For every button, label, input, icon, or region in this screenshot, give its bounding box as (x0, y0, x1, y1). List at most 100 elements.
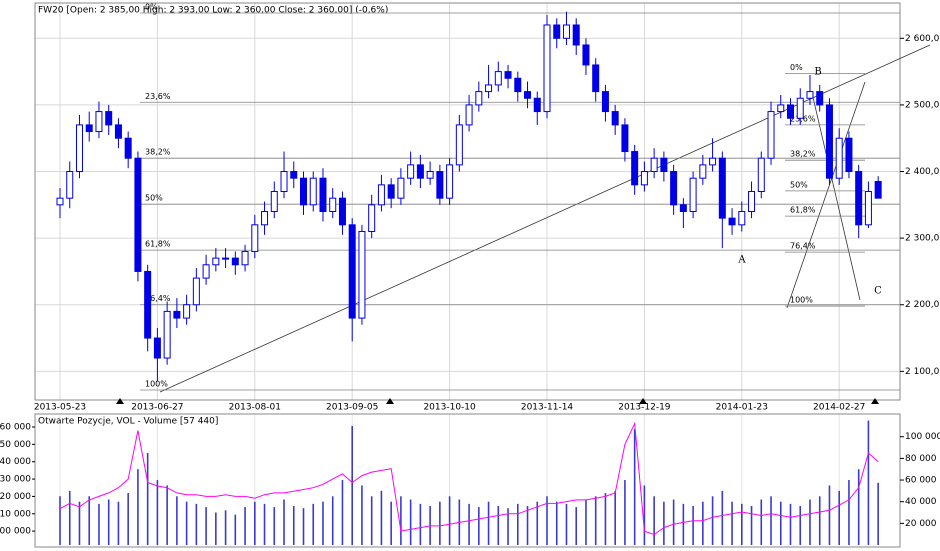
fib-label: 76,4% (145, 294, 171, 303)
candle-body (709, 157, 717, 166)
candle-body (436, 171, 444, 199)
open-interest-line (59, 421, 879, 536)
candle-body (455, 124, 463, 166)
y2-tick-label: 60 000 (905, 476, 937, 486)
y-tick-label: 110 000 (0, 509, 31, 519)
candle-body (212, 257, 220, 266)
candle-body (241, 250, 249, 266)
candle-body (475, 91, 483, 106)
candle-body (251, 224, 259, 252)
candle-body (514, 77, 522, 93)
candle-body (368, 204, 376, 232)
candle-body (767, 111, 775, 159)
fib-label: 23,6% (145, 92, 171, 101)
fib-label: 100% (790, 296, 813, 305)
candle-body (504, 71, 512, 79)
fib-label: 23,6% (790, 114, 816, 123)
y2-tick-label: 100 000 (905, 432, 940, 442)
candle-body (718, 157, 726, 219)
candle-body (319, 177, 327, 212)
y-tick-label: 2 300,0 (905, 234, 940, 244)
candle-body (75, 124, 83, 173)
candle-body (660, 157, 668, 173)
fib-label: 0% (790, 63, 803, 72)
candle-body (553, 24, 561, 39)
candle-body (407, 164, 415, 179)
fib-label: 50% (790, 180, 808, 189)
x-tick-label: 2013-11-14 (521, 403, 574, 413)
candle-body (202, 264, 210, 279)
candle-body (183, 304, 191, 319)
candle-body (728, 217, 736, 226)
candle-body (806, 91, 814, 99)
candle-body (66, 171, 74, 199)
fib-label: 61,8% (145, 240, 171, 249)
candle-body (572, 24, 580, 46)
y-tick-label: 2 400,0 (905, 167, 940, 177)
candle-body (231, 257, 239, 266)
candle-body (56, 197, 64, 206)
x-tick-label: 2013-12-19 (618, 403, 671, 413)
candle-body (582, 44, 590, 66)
candle-body (650, 157, 658, 173)
candle-body (631, 151, 639, 186)
candle-body (816, 91, 824, 106)
y-tick-label: 100 000 (0, 527, 31, 537)
candle-body (348, 224, 356, 319)
candle-body (358, 230, 366, 319)
candle-body (192, 277, 200, 306)
y-tick-label: 150 000 (0, 440, 31, 450)
candle-body (144, 270, 152, 339)
fib-label: 38,2% (790, 150, 816, 159)
candle-body (543, 24, 551, 113)
marker (116, 398, 124, 404)
candle-body (173, 310, 181, 319)
candle-body (153, 337, 161, 359)
wave-line (786, 81, 866, 309)
wave-label: B (814, 67, 821, 78)
candle-body (85, 124, 93, 133)
candle-body (796, 97, 804, 119)
y-tick-label: 140 000 (0, 457, 31, 467)
candle-body (280, 171, 288, 193)
candle-body (300, 177, 307, 206)
candle-body (679, 204, 687, 212)
candle-body (601, 91, 609, 113)
candle-body (134, 157, 142, 272)
y-tick-label: 120 000 (0, 492, 31, 502)
fib-label: 100% (145, 380, 168, 389)
x-tick-label: 2013-09-05 (326, 403, 378, 413)
candle-body (416, 164, 424, 179)
y-tick-label: 130 000 (0, 475, 31, 485)
candle-body (446, 164, 454, 199)
y-tick-label: 2 500,0 (905, 100, 940, 110)
candle-body (338, 197, 346, 226)
candle-body (222, 257, 230, 260)
panel-title: Otwarte Pozycje, VOL - Volume [57 440] (38, 417, 218, 427)
candle-body (261, 210, 269, 226)
candle-body (835, 137, 843, 179)
y-tick-label: 2 100,0 (905, 367, 940, 377)
candle-body (290, 171, 298, 179)
candle-body (397, 177, 405, 199)
y2-tick-label: 80 000 (905, 454, 937, 464)
candle-body (270, 191, 278, 212)
y-tick-label: 2 600,0 (905, 34, 940, 44)
wave-line (811, 92, 861, 301)
chart-title: FW20 [Open: 2 385,00 High: 2 393,00 Low:… (38, 6, 388, 16)
candle-body (748, 191, 756, 212)
candle-body (611, 111, 619, 126)
marker (871, 398, 879, 404)
fib-label: 61,8% (790, 206, 816, 215)
candle-body (689, 177, 697, 212)
y2-tick-label: 20 000 (905, 519, 937, 529)
fib-label: 76,4% (790, 242, 816, 251)
candle-body (533, 97, 541, 113)
candle-body (621, 124, 629, 153)
candle-body (864, 191, 872, 226)
marker (386, 398, 394, 404)
x-tick-label: 2013-08-01 (229, 403, 281, 413)
